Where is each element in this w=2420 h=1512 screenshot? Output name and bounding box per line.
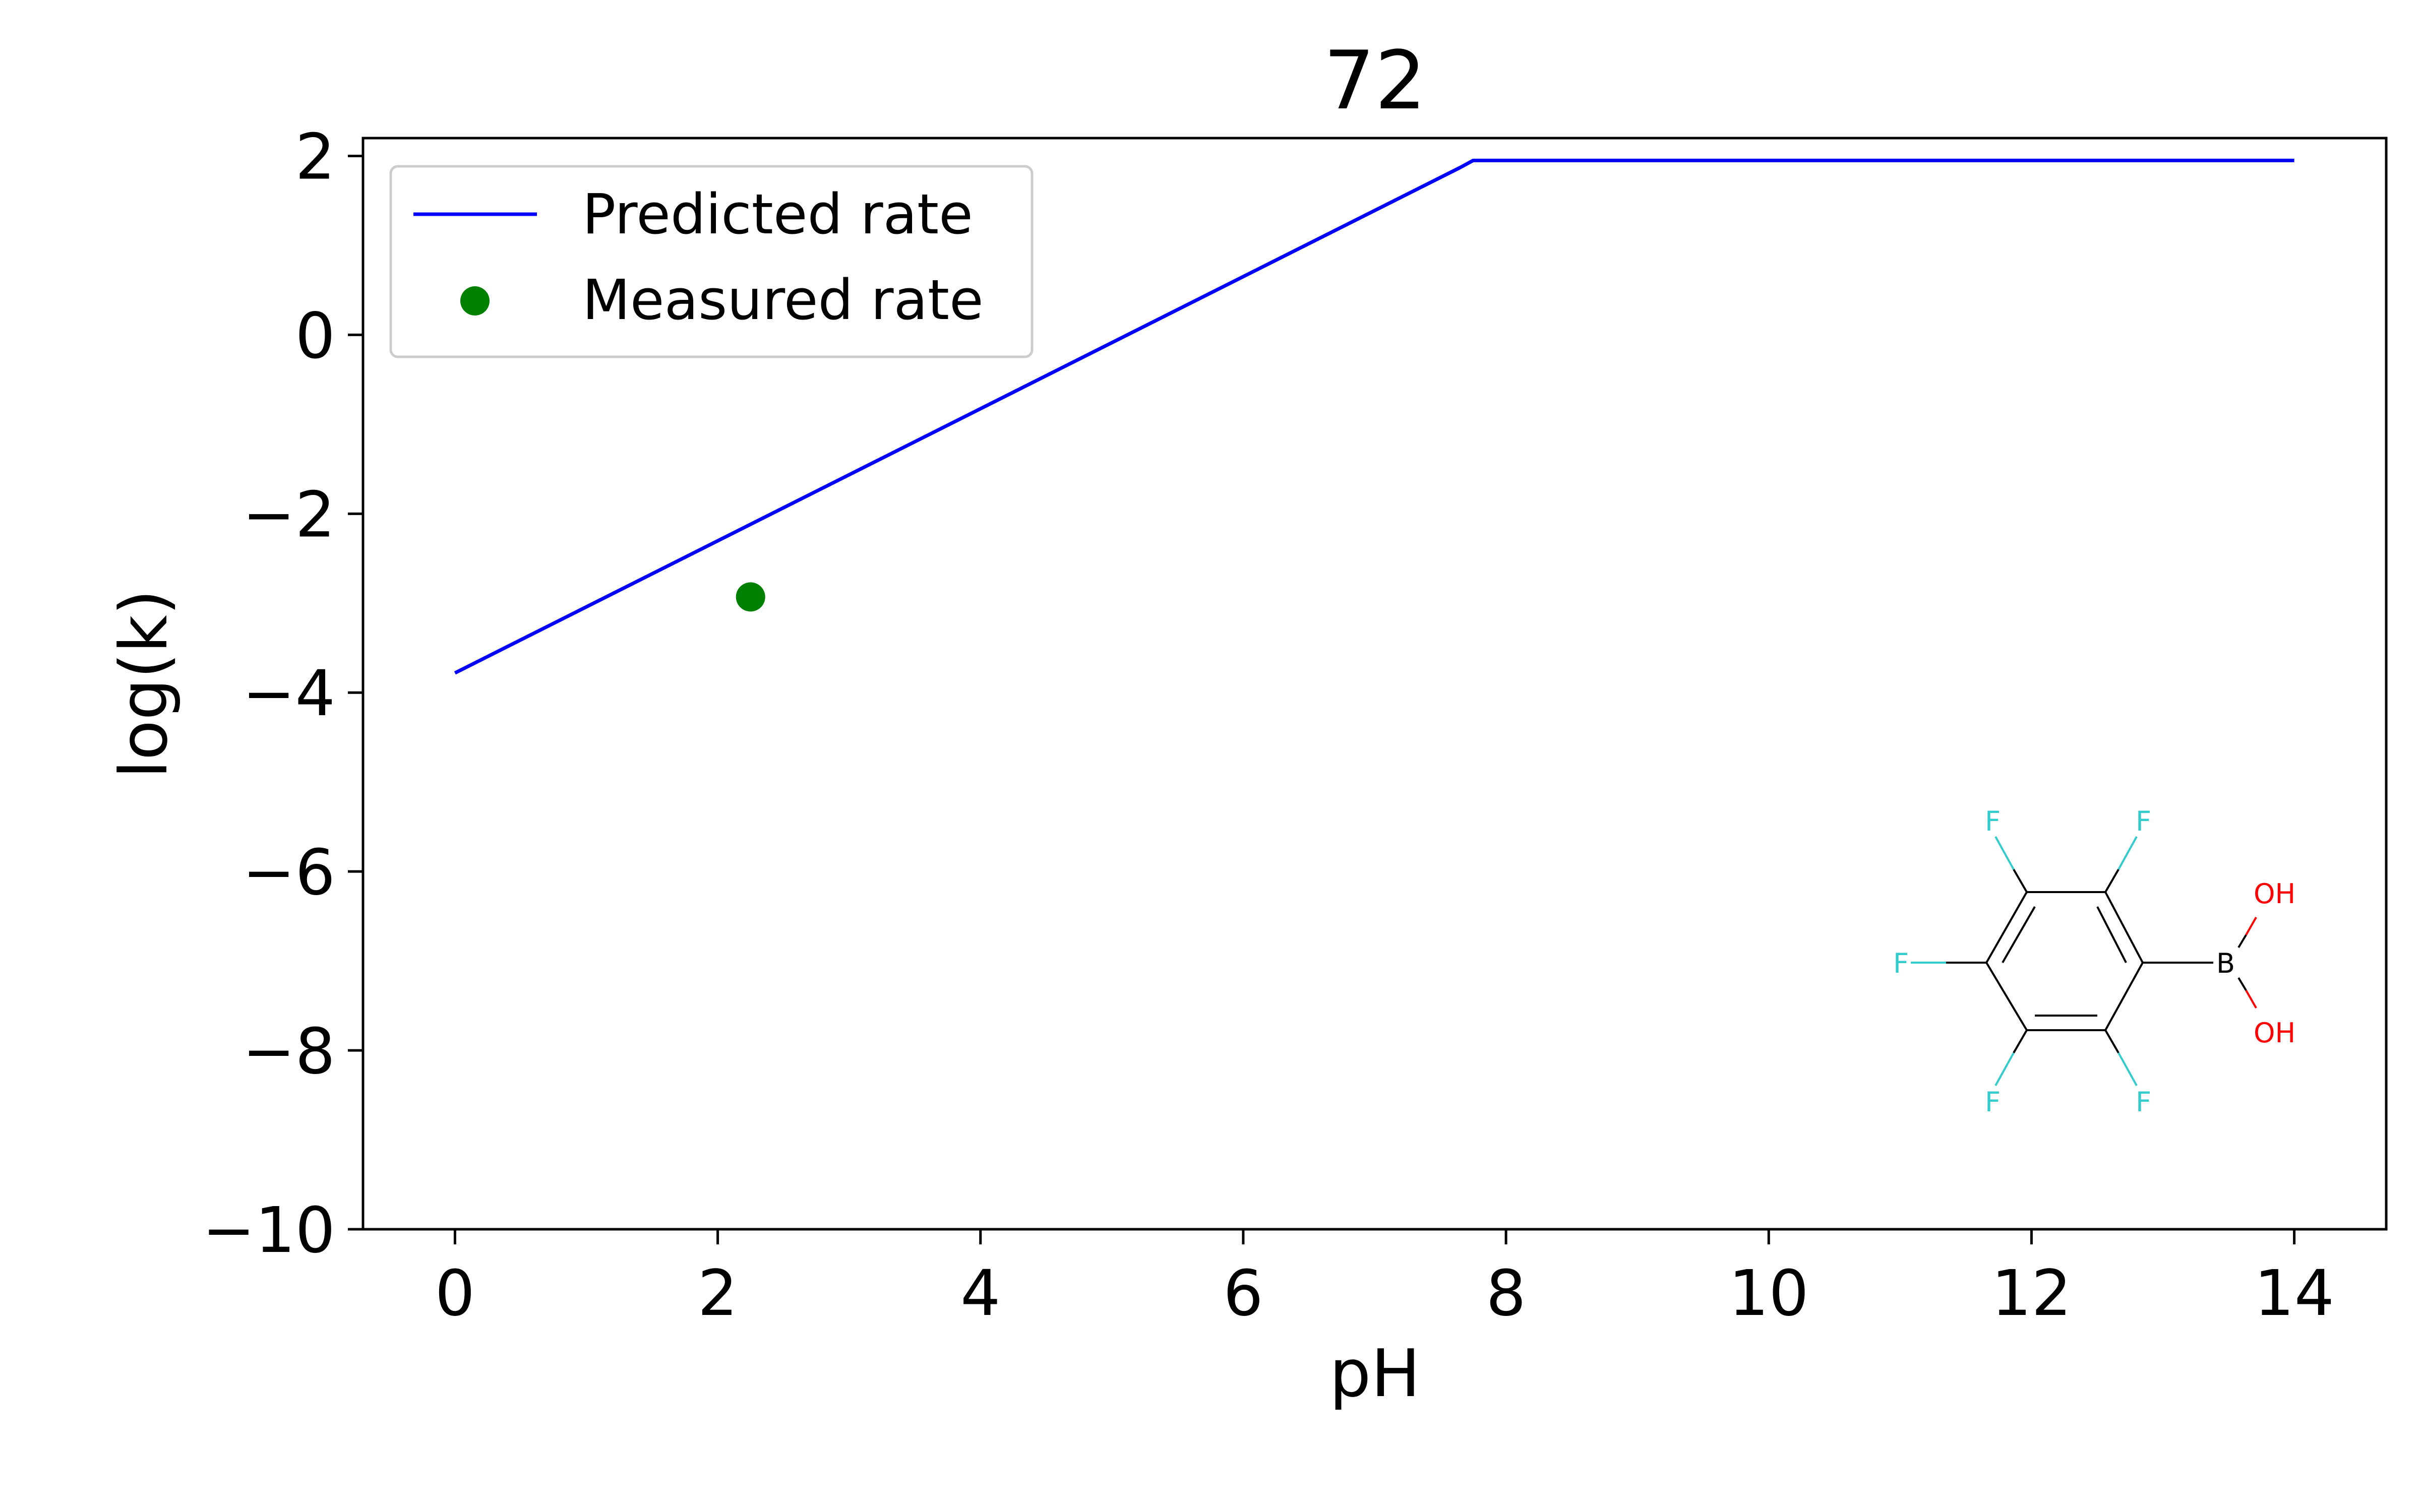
molecule-label-f-2: F	[2136, 805, 2151, 837]
y-tick-label: −2	[243, 478, 335, 551]
y-tick-label: −4	[243, 657, 335, 730]
molecule-label-f-5: F	[2136, 1086, 2151, 1118]
molecule-label-b: B	[2216, 948, 2235, 979]
x-tick-label: 6	[1223, 1257, 1263, 1330]
y-tick-label: −6	[243, 836, 335, 909]
y-tick-label: 0	[295, 299, 335, 372]
x-axis: 0 2 4 6 8 10 12 14	[435, 1229, 2334, 1330]
legend-predicted-label: Predicted rate	[582, 182, 973, 246]
molecule-label-oh-1: OH	[2254, 878, 2295, 910]
molecule-label-f-3: F	[1893, 948, 1909, 979]
y-axis: 2 0 −2 −4 −6 −8 −10	[202, 120, 363, 1267]
molecule-label-oh-2: OH	[2254, 1017, 2295, 1049]
molecule-label-f-4: F	[1985, 1086, 2001, 1118]
molecule-hetero-bonds	[1911, 836, 2257, 1086]
y-tick-label: 2	[295, 120, 335, 194]
x-axis-label: pH	[1329, 1335, 1420, 1412]
x-tick-label: 8	[1486, 1257, 1526, 1330]
x-tick-label: 4	[960, 1257, 1001, 1330]
x-tick-label: 14	[2254, 1257, 2334, 1330]
x-tick-label: 0	[435, 1257, 475, 1330]
x-tick-label: 2	[698, 1257, 738, 1330]
y-tick-label: −10	[202, 1194, 335, 1267]
legend-measured-label: Measured rate	[582, 268, 984, 332]
molecule-label-f-1: F	[1985, 805, 2001, 837]
legend-measured-swatch	[460, 286, 490, 316]
x-tick-label: 12	[1991, 1257, 2072, 1330]
data-point-measured-rate	[736, 582, 765, 612]
y-axis-label: log(k)	[105, 590, 182, 779]
x-tick-label: 10	[1729, 1257, 1809, 1330]
molecule-structure: F F F F F B OH OH	[1893, 805, 2295, 1118]
legend-frame	[389, 165, 1034, 358]
series-line-predicted-rate	[454, 158, 2294, 675]
y-tick-label: −8	[243, 1015, 335, 1088]
molecule-bonds	[1946, 868, 2247, 1054]
legend: Predicted rate Measured rate	[389, 165, 1034, 358]
chart-title: 72	[1323, 33, 1426, 128]
series-layer	[454, 158, 2294, 675]
